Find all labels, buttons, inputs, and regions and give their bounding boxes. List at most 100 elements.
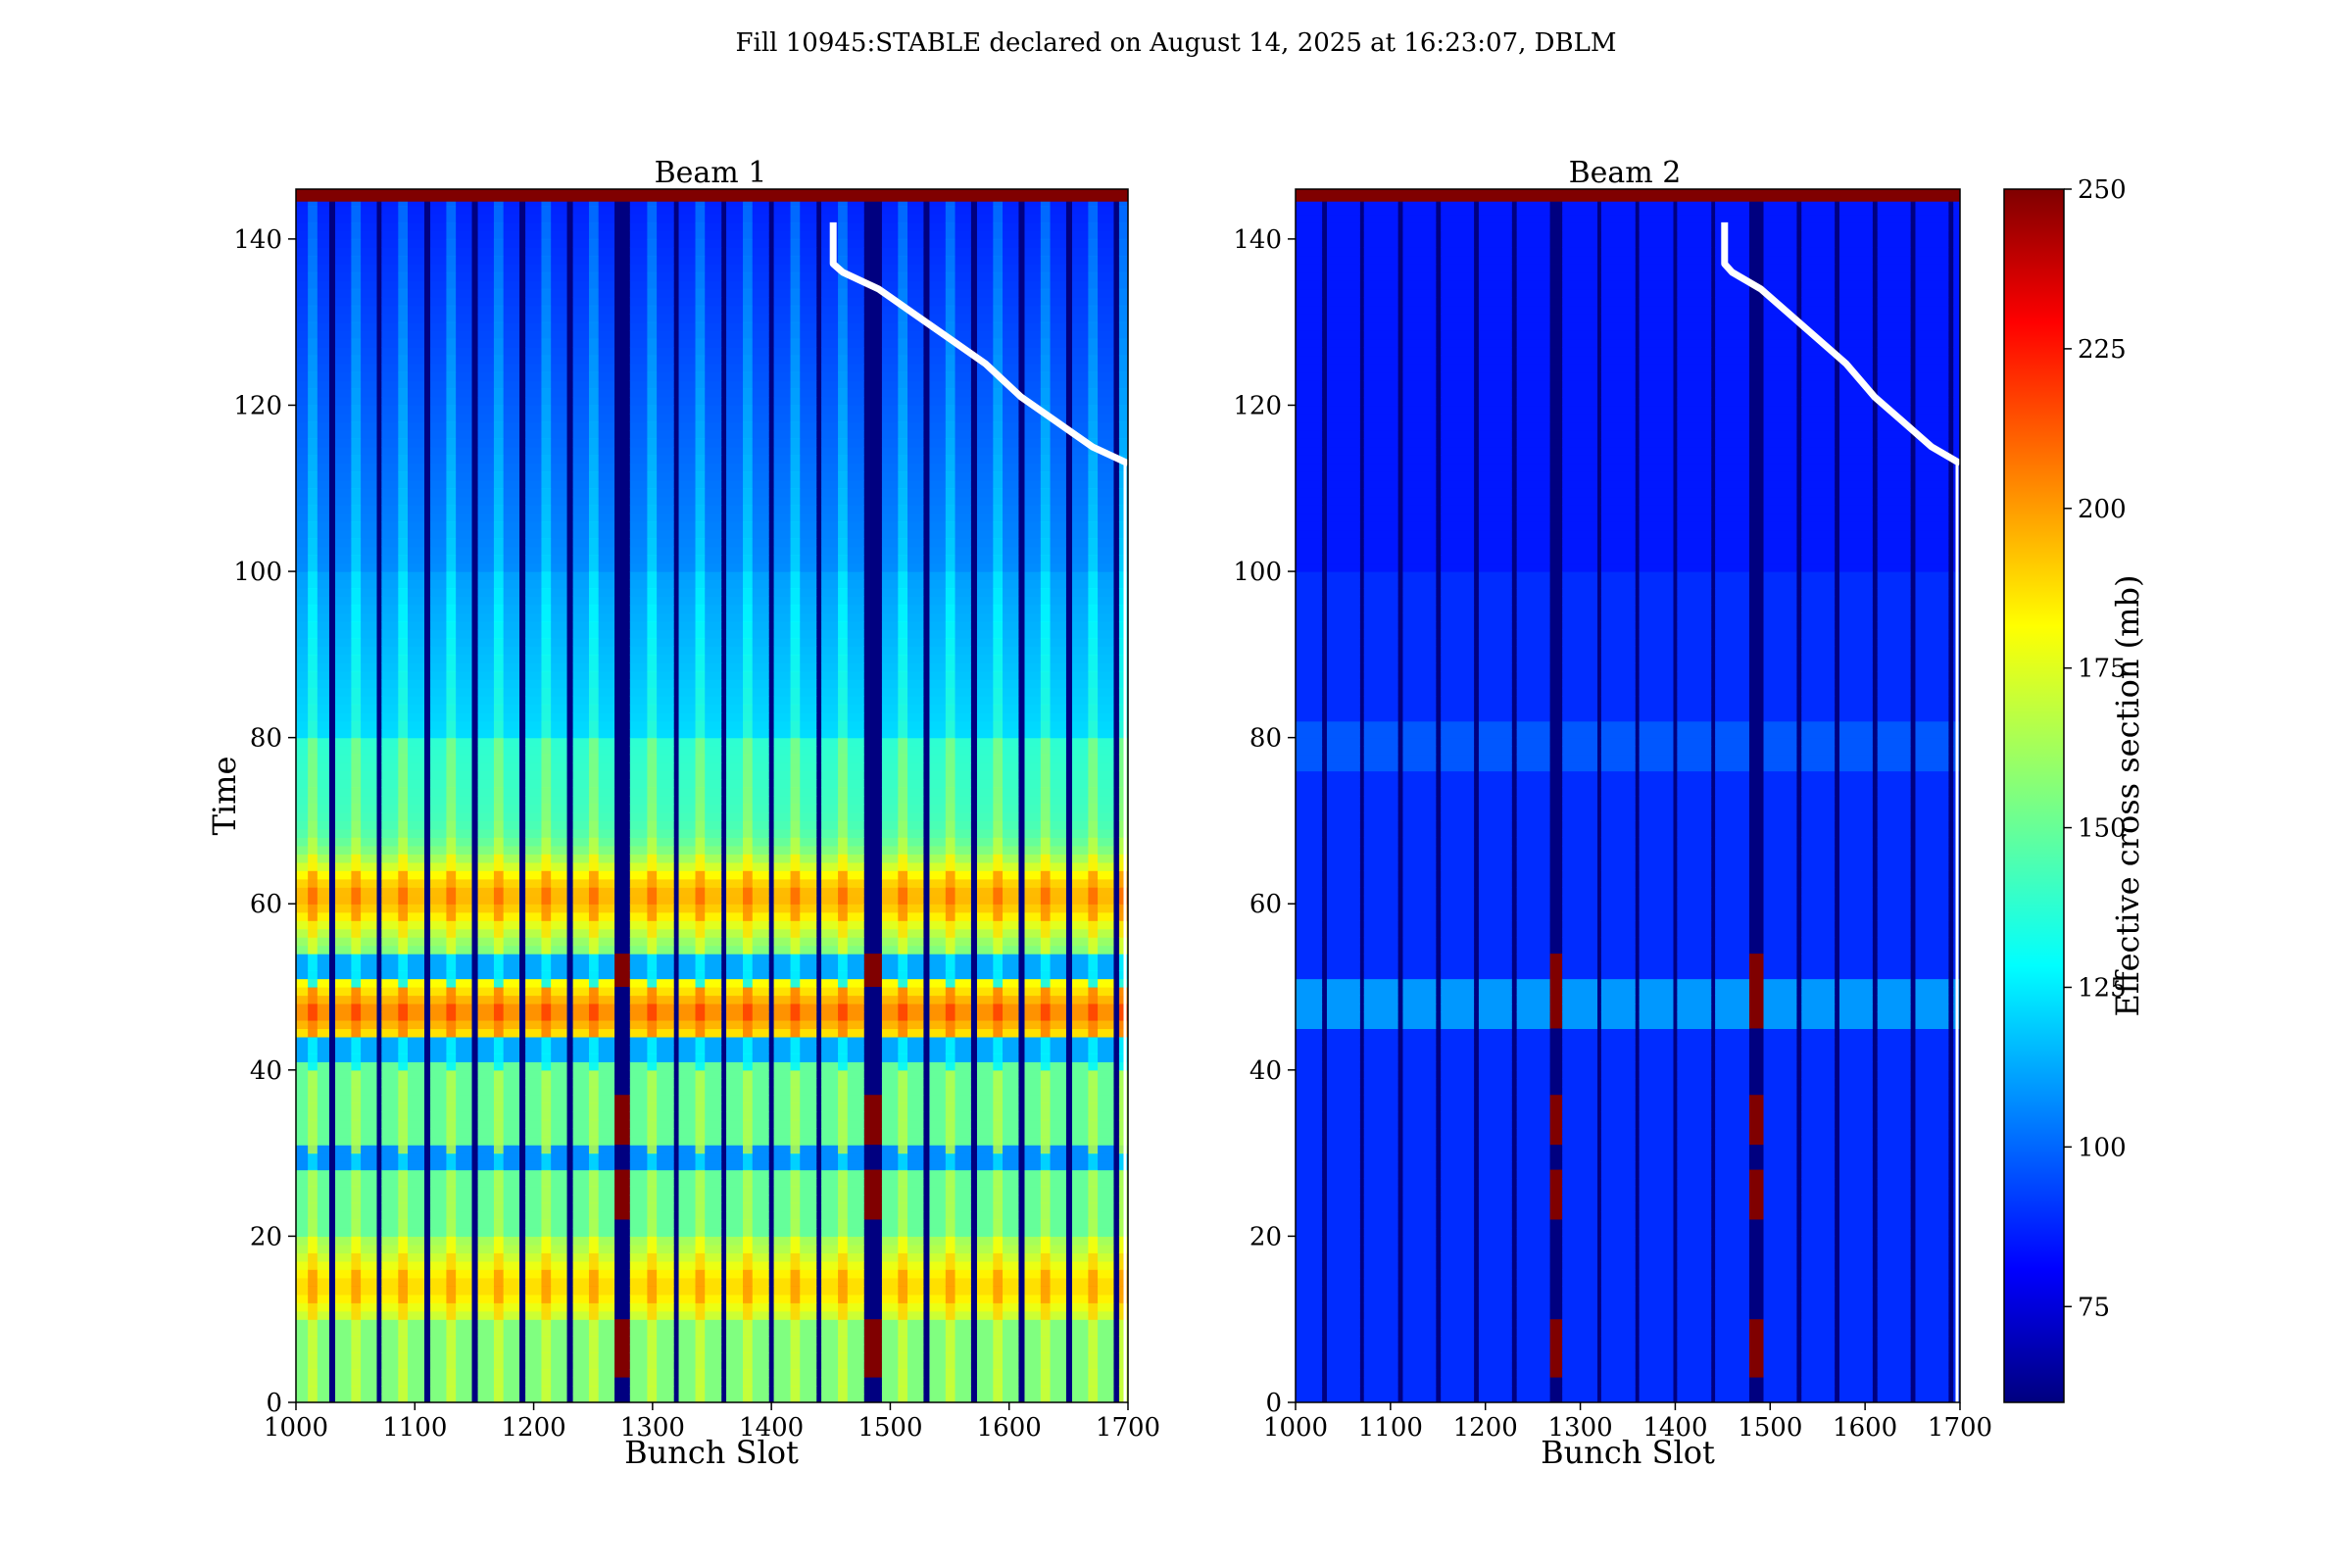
heatmap-cell xyxy=(898,1269,908,1287)
heatmap-cell xyxy=(695,221,706,240)
heatmap-cell xyxy=(1478,1269,1512,1279)
heatmap-cell xyxy=(838,1269,848,1287)
heatmap-cell xyxy=(695,937,706,955)
heatmap-cell xyxy=(1402,970,1437,980)
heatmap-cell xyxy=(993,1086,1004,1104)
heatmap-cell xyxy=(398,637,409,656)
heatmap-cell xyxy=(446,1302,457,1320)
heatmap-cell xyxy=(695,1219,706,1238)
heatmap-cell xyxy=(351,1119,362,1138)
heatmap-cell xyxy=(945,737,956,756)
heatmap-cell xyxy=(1441,604,1475,614)
heatmap-cell xyxy=(743,1169,753,1188)
heatmap-cell xyxy=(790,920,801,938)
heatmap-cell xyxy=(1296,895,1323,905)
heatmap-cell xyxy=(945,920,956,938)
heatmap-cell xyxy=(1118,920,1128,938)
heatmap-cell xyxy=(838,987,848,1004)
heatmap-cell xyxy=(493,1352,504,1370)
heatmap-cell xyxy=(945,837,956,855)
heatmap-cell xyxy=(308,1219,318,1238)
heatmap-cell xyxy=(1478,662,1512,672)
heatmap-cell xyxy=(541,455,552,472)
heatmap-cell xyxy=(993,388,1004,407)
heatmap-cell xyxy=(647,737,658,756)
heatmap-cell xyxy=(446,854,457,871)
heatmap-cell xyxy=(1402,1086,1437,1096)
heatmap-cell xyxy=(1478,1011,1512,1021)
heatmap-cell xyxy=(898,521,908,539)
heatmap-cell xyxy=(898,1286,908,1303)
heatmap-cell xyxy=(308,1369,318,1387)
heatmap-cell xyxy=(743,221,753,240)
heatmap-cell xyxy=(743,954,753,971)
heatmap-cell xyxy=(493,371,504,390)
heatmap-cell xyxy=(1040,1136,1051,1154)
saturated-gap-block xyxy=(1549,1095,1563,1146)
heatmap-cell xyxy=(1441,1036,1475,1046)
heatmap-cell xyxy=(351,1202,362,1221)
heatmap-cell xyxy=(790,505,801,522)
heatmap-cell xyxy=(1402,1202,1437,1212)
heatmap-cell xyxy=(398,654,409,672)
heatmap-cell xyxy=(1363,197,1398,207)
heatmap-cell xyxy=(1326,1227,1360,1238)
heatmap-cell xyxy=(1118,1119,1128,1138)
heatmap-cell xyxy=(398,1252,409,1270)
heatmap-cell xyxy=(1296,1069,1323,1079)
heatmap-cell xyxy=(1402,1260,1437,1270)
heatmap-cell xyxy=(790,221,801,240)
heatmap-cell xyxy=(1478,1286,1512,1296)
heatmap-cell xyxy=(1363,828,1398,838)
heatmap-cell xyxy=(1296,712,1323,722)
heatmap-cell xyxy=(541,1119,552,1138)
heatmap-cell xyxy=(1326,928,1360,938)
bunch-train xyxy=(629,189,674,1402)
heatmap-cell xyxy=(493,1219,504,1238)
heatmap-cell xyxy=(1441,1169,1475,1179)
heatmap-cell xyxy=(1441,987,1475,997)
heatmap-cell xyxy=(945,388,956,407)
heatmap-cell xyxy=(1441,837,1475,847)
heatmap-cell xyxy=(1040,1386,1051,1402)
heatmap-cell xyxy=(945,1236,956,1253)
heatmap-cell xyxy=(1040,920,1051,938)
heatmap-cell xyxy=(838,521,848,539)
heatmap-cell xyxy=(1296,588,1323,598)
heatmap-cell xyxy=(1363,987,1398,997)
heatmap-cell xyxy=(1088,754,1099,772)
heatmap-cell xyxy=(1516,1061,1550,1071)
heatmap-cell xyxy=(308,820,318,838)
heatmap-cell xyxy=(993,521,1004,539)
heatmap-cell xyxy=(1363,1286,1398,1296)
heatmap-cell xyxy=(1402,455,1437,465)
heatmap-cell xyxy=(588,620,599,639)
heatmap-cell xyxy=(446,654,457,672)
heatmap-cell xyxy=(945,1336,956,1353)
heatmap-cell xyxy=(1441,804,1475,813)
heatmap-cell xyxy=(1088,804,1099,822)
heatmap-cell xyxy=(446,804,457,822)
heatmap-cell xyxy=(541,1169,552,1188)
heatmap-cell xyxy=(1326,620,1360,631)
heatmap-cell xyxy=(1363,388,1398,398)
heatmap-cell xyxy=(838,1186,848,1204)
heatmap-cell xyxy=(945,355,956,373)
heatmap-cell xyxy=(1040,421,1051,439)
heatmap-cell xyxy=(1402,1078,1437,1088)
heatmap-cell xyxy=(993,488,1004,506)
heatmap-cell xyxy=(1478,978,1512,988)
heatmap-cell xyxy=(1478,555,1512,564)
heatmap-cell xyxy=(993,787,1004,806)
heatmap-cell xyxy=(1118,588,1128,606)
heatmap-cell xyxy=(1402,937,1437,947)
heatmap-cell xyxy=(1402,579,1437,589)
heatmap-cell xyxy=(1402,238,1437,248)
heatmap-cell xyxy=(446,505,457,522)
heatmap-cell xyxy=(1402,928,1437,938)
heatmap-cell xyxy=(1516,1386,1550,1396)
heatmap-cell xyxy=(898,505,908,522)
heatmap-cell xyxy=(1296,505,1323,514)
heatmap-cell xyxy=(1363,1386,1398,1396)
bunch-train xyxy=(929,189,971,1402)
